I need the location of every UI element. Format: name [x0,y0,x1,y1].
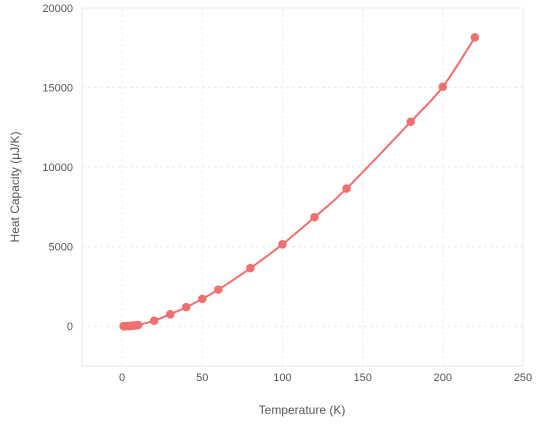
x-tick-label: 0 [119,372,125,384]
x-tick-label: 200 [434,372,452,384]
grid-lines [82,7,524,366]
plot-area [81,7,524,367]
y-tick-label: 0 [67,321,73,333]
y-tick-labels: 0 5000 10000 15000 20000 [42,3,73,333]
x-axis-label: Temperature (K) [259,403,346,417]
x-tick-label: 100 [273,372,291,384]
x-tick-labels: 0 50 100 150 200 250 [119,372,532,384]
data-point[interactable] [310,212,319,222]
data-point[interactable] [133,320,143,330]
y-tick-label: 15000 [42,83,73,95]
data-point[interactable] [278,239,287,249]
data-point[interactable] [214,285,223,294]
x-tick-label: 150 [353,372,371,384]
y-tick-label: 5000 [49,242,73,254]
data-point[interactable] [406,117,416,127]
x-tick-label: 50 [196,372,208,384]
x-tick-label: 250 [514,372,532,384]
data-point[interactable] [438,82,448,92]
data-point[interactable] [149,316,159,325]
data-point[interactable] [197,294,207,304]
y-axis-label: Heat Capacity (μJ/K) [8,132,22,243]
series-layer [119,33,480,331]
data-point[interactable] [181,302,191,312]
y-tick-label: 20000 [42,3,73,15]
data-point[interactable] [165,309,175,319]
data-point[interactable] [342,184,351,193]
y-tick-label: 10000 [42,162,73,174]
data-point[interactable] [470,33,480,42]
data-point[interactable] [246,263,255,273]
